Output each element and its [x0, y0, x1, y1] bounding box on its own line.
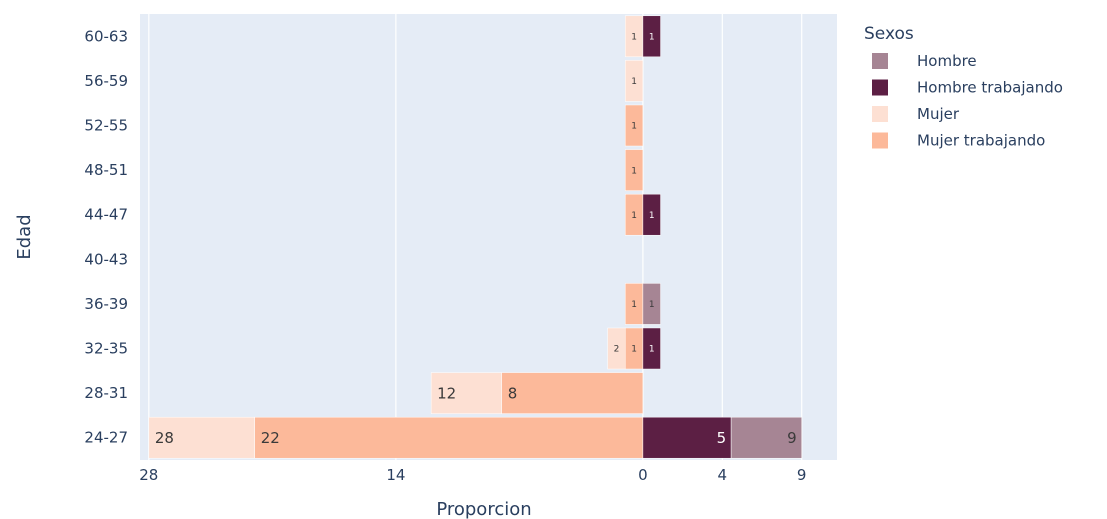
bar-hombre-trabajando	[642, 15, 661, 58]
bar-mujer-trabajando	[254, 416, 644, 459]
x-tick-labels: 28 14 0 4 9	[139, 466, 806, 484]
bar-value-label: 1	[631, 211, 637, 221]
y-axis-title: Edad	[14, 214, 35, 259]
legend-swatch	[872, 53, 888, 69]
bar-mujer-trabajando	[625, 149, 644, 191]
bar-mujer	[607, 327, 626, 370]
legend-label: Hombre trabajando	[917, 79, 1063, 97]
bar-value-label: 1	[631, 122, 637, 132]
legend-title: Sexos	[864, 24, 914, 44]
y-tick-labels: 24-27 28-31 32-35 36-39 40-43 44-47 48-51 52-55…	[84, 27, 128, 446]
legend[interactable]: Sexos Hombre Hombre trabajando Mujer Mujer …	[864, 24, 1063, 150]
bar-mujer-trabajando	[501, 372, 644, 414]
x-tick-label: 0	[638, 466, 648, 484]
bar-mujer	[430, 372, 502, 414]
bar-value-label: 1	[631, 77, 637, 87]
x-tick-label: 9	[797, 466, 807, 484]
y-tick-label: 52-55	[84, 117, 128, 135]
legend-item-hombre-trabajando[interactable]: Hombre trabajando	[872, 79, 1063, 97]
legend-swatch	[872, 132, 888, 149]
y-tick-label: 36-39	[84, 295, 128, 313]
legend-label: Mujer trabajando	[917, 132, 1045, 150]
legend-swatch	[872, 106, 888, 122]
bar-mujer	[625, 60, 644, 102]
y-tick-label: 24-27	[84, 429, 128, 447]
bar-value-label: 1	[631, 300, 637, 310]
bar-value-label: 1	[649, 211, 655, 221]
bar-value-label: 8	[508, 385, 518, 403]
bar-hombre	[642, 283, 661, 325]
y-tick-label: 40-43	[84, 250, 128, 268]
bar-value-label: 9	[787, 429, 797, 447]
bar-mujer-trabajando	[625, 104, 644, 147]
y-tick-label: 28-31	[84, 384, 128, 402]
bar-hombre-trabajando	[642, 327, 661, 370]
bar-mujer	[148, 416, 255, 459]
bar-value-label: 1	[631, 345, 637, 355]
bar-value-label: 1	[631, 166, 637, 176]
legend-label: Mujer	[917, 105, 960, 123]
bar-value-label: 1	[649, 345, 655, 355]
bar-hombre	[730, 416, 802, 459]
y-tick-label: 56-59	[84, 72, 128, 90]
y-tick-label: 60-63	[84, 27, 128, 45]
bar-value-label: 1	[649, 300, 655, 310]
x-axis-title: Proporcion	[436, 499, 531, 519]
bars	[148, 15, 802, 459]
legend-label: Hombre	[917, 52, 977, 70]
x-tick-label: 14	[386, 466, 405, 484]
legend-item-mujer[interactable]: Mujer	[872, 105, 960, 123]
bar-value-label: 1	[649, 33, 655, 43]
bar-hombre-trabajando	[642, 416, 732, 459]
bar-value-label: 12	[437, 385, 456, 403]
legend-swatch	[872, 79, 888, 96]
bar-value-label: 22	[261, 429, 280, 447]
y-tick-label: 44-47	[84, 206, 128, 224]
bar-hombre-trabajando	[642, 193, 661, 236]
bar-value-label: 28	[155, 429, 174, 447]
y-tick-label: 32-35	[84, 340, 128, 358]
bar-value-label: 1	[631, 33, 637, 43]
y-tick-label: 48-51	[84, 161, 128, 179]
x-tick-label: 28	[139, 466, 158, 484]
x-tick-label: 4	[718, 466, 728, 484]
legend-item-mujer-trabajando[interactable]: Mujer trabajando	[872, 132, 1045, 150]
bar-value-label: 5	[717, 429, 727, 447]
legend-item-hombre[interactable]: Hombre	[872, 52, 977, 70]
bar-value-label: 2	[614, 345, 620, 355]
